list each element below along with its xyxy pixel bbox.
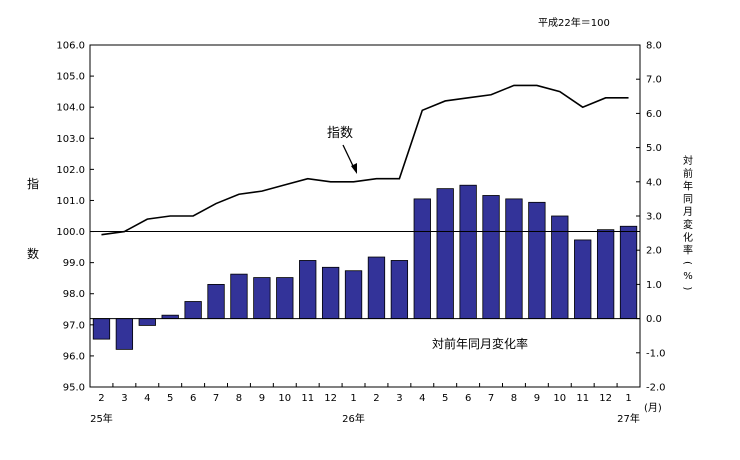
base-note: 平成22年＝100 bbox=[538, 16, 610, 29]
x-label-12: 2 bbox=[373, 393, 379, 404]
bar-2 bbox=[138, 318, 156, 326]
bars-group bbox=[92, 184, 638, 350]
bar-0 bbox=[92, 318, 111, 340]
month-unit-label: (月) bbox=[644, 402, 662, 414]
bar-23 bbox=[619, 225, 638, 319]
left-axis-char-0: 指 bbox=[27, 176, 39, 191]
x-label-15: 5 bbox=[442, 393, 448, 404]
right-axis-char-4: 月 bbox=[683, 206, 693, 218]
bar-14 bbox=[413, 198, 431, 319]
right-axis-char-3: 同 bbox=[683, 193, 693, 205]
right-tick-0: -2.0 bbox=[646, 383, 666, 394]
bar-16 bbox=[459, 184, 477, 320]
bar-8 bbox=[276, 277, 294, 319]
right-tick-8: 6.0 bbox=[646, 109, 662, 120]
bar-1 bbox=[115, 318, 134, 350]
x-label-3: 5 bbox=[167, 393, 173, 404]
x-label-14: 4 bbox=[419, 393, 425, 404]
left-tick-7: 102.0 bbox=[56, 165, 85, 176]
x-label-1: 3 bbox=[121, 393, 127, 404]
right-tick-5: 3.0 bbox=[646, 212, 662, 223]
x-label-7: 9 bbox=[259, 393, 265, 404]
x-label-13: 3 bbox=[396, 393, 402, 404]
bar-15 bbox=[436, 188, 454, 320]
right-axis-char-0: 対 bbox=[683, 154, 693, 167]
bar-6 bbox=[230, 273, 248, 320]
bar-18 bbox=[505, 198, 523, 319]
line-index bbox=[101, 84, 629, 236]
left-tick-5: 100.0 bbox=[56, 227, 85, 238]
right-tick-3: 1.0 bbox=[646, 280, 662, 291]
x-label-11: 1 bbox=[350, 393, 356, 404]
right-tick-4: 2.0 bbox=[646, 246, 662, 257]
x-label-22: 12 bbox=[599, 393, 612, 404]
left-tick-2: 97.0 bbox=[63, 320, 85, 331]
x-label-8: 10 bbox=[278, 393, 291, 404]
x-label-10: 12 bbox=[324, 393, 337, 404]
right-tick-7: 5.0 bbox=[646, 143, 662, 154]
bar-10 bbox=[321, 266, 340, 319]
right-tick-6: 4.0 bbox=[646, 177, 662, 188]
bar-7 bbox=[253, 277, 271, 319]
year-label-1: 26年 bbox=[342, 412, 365, 425]
bar-4 bbox=[184, 301, 202, 320]
bar-21 bbox=[574, 239, 592, 320]
x-label-2: 4 bbox=[144, 393, 150, 404]
right-tick-1: -1.0 bbox=[646, 348, 666, 359]
left-tick-1: 96.0 bbox=[63, 351, 85, 362]
left-tick-10: 105.0 bbox=[56, 72, 85, 83]
line-series-annotation: 指数 bbox=[327, 126, 353, 141]
bar-17 bbox=[482, 195, 500, 319]
left-tick-3: 98.0 bbox=[63, 289, 85, 300]
left-axis-char-1: 数 bbox=[27, 246, 39, 261]
left-tick-0: 95.0 bbox=[63, 383, 85, 394]
year-label-0: 25年 bbox=[90, 412, 113, 425]
right-axis-char-2: 年 bbox=[683, 180, 693, 193]
left-tick-4: 99.0 bbox=[63, 258, 85, 269]
left-tick-9: 104.0 bbox=[56, 103, 85, 114]
right-axis-char-7: 率 bbox=[683, 244, 693, 257]
text-group: 95.096.097.098.099.0100.0101.0102.0103.0… bbox=[27, 16, 693, 425]
x-label-4: 6 bbox=[190, 393, 196, 404]
right-axis-char-9: % bbox=[683, 271, 693, 282]
right-axis-char-5: 変 bbox=[683, 218, 693, 231]
x-label-6: 8 bbox=[236, 393, 242, 404]
bar-series-annotation: 対前年同月変化率 bbox=[432, 336, 528, 351]
x-label-5: 7 bbox=[213, 393, 219, 404]
annotation-arrow-shaft bbox=[342, 144, 355, 169]
x-label-20: 10 bbox=[553, 393, 566, 404]
x-label-16: 6 bbox=[465, 393, 471, 404]
x-label-19: 9 bbox=[534, 393, 540, 404]
x-label-0: 2 bbox=[98, 393, 104, 404]
right-axis-char-10: ) bbox=[682, 287, 693, 291]
right-tick-10: 8.0 bbox=[646, 41, 662, 52]
right-axis-char-8: ( bbox=[682, 261, 693, 265]
line-group bbox=[101, 84, 629, 236]
right-tick-9: 7.0 bbox=[646, 75, 662, 86]
bar-3 bbox=[161, 314, 179, 319]
bar-5 bbox=[207, 283, 225, 319]
bar-13 bbox=[390, 260, 409, 319]
bar-12 bbox=[367, 256, 386, 320]
left-tick-8: 103.0 bbox=[56, 134, 85, 145]
x-label-23: 1 bbox=[625, 393, 631, 404]
year-label-2: 27年 bbox=[617, 412, 640, 425]
annotation-arrow-head bbox=[351, 163, 357, 174]
x-label-9: 11 bbox=[301, 393, 314, 404]
x-label-18: 8 bbox=[511, 393, 517, 404]
bar-11 bbox=[344, 270, 363, 320]
x-label-17: 7 bbox=[488, 393, 494, 404]
plot-frame bbox=[89, 44, 641, 388]
left-tick-11: 106.0 bbox=[56, 41, 85, 52]
right-tick-2: 0.0 bbox=[646, 314, 662, 325]
bar-9 bbox=[299, 260, 317, 319]
bar-19 bbox=[528, 201, 546, 320]
left-tick-6: 101.0 bbox=[56, 196, 85, 207]
right-axis-char-1: 前 bbox=[683, 167, 693, 180]
right-axis-char-6: 化 bbox=[683, 231, 693, 244]
x-label-21: 11 bbox=[576, 393, 589, 404]
bar-22 bbox=[596, 229, 615, 319]
